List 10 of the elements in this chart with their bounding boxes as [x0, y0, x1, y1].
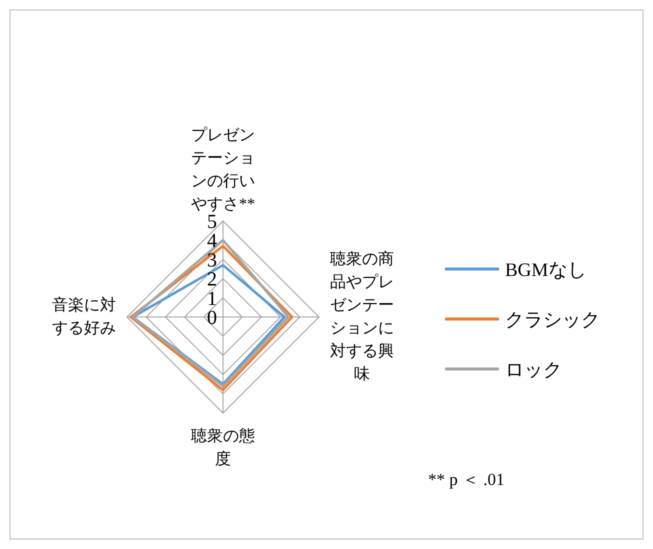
spoke-label: 音楽に対する好み: [52, 296, 116, 337]
text: ** p ＜ .01: [428, 470, 504, 489]
spoke-label: 聴衆の態度: [191, 427, 255, 468]
spoke-label: プレゼンテーションの行いやすさ**: [191, 126, 255, 213]
y-tick-label: 5: [207, 211, 217, 233]
legend-label: ロック: [505, 360, 562, 381]
y-tick-label: 0: [207, 307, 217, 329]
legend-label: クラシック: [505, 310, 600, 331]
spoke-label: 聴衆の商品やプレゼンテーションに対する興味: [330, 250, 394, 383]
legend-label: BGMなし: [505, 260, 586, 281]
